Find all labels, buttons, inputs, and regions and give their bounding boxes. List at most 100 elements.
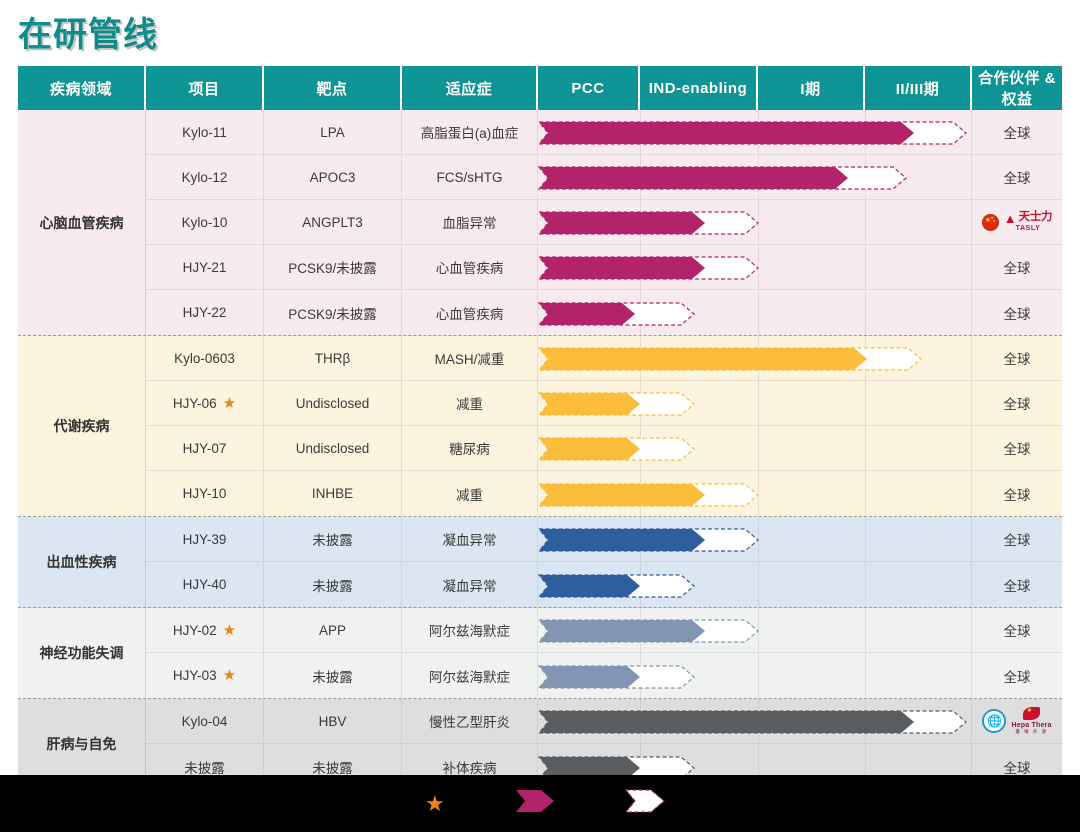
column-header-partner: 合作伙伴 & 权益 bbox=[972, 66, 1062, 110]
program-cell: Kylo-11 bbox=[146, 110, 264, 154]
partner-cell: 全球 bbox=[972, 471, 1062, 516]
phase-bar-progress bbox=[538, 756, 641, 779]
pipeline-row[interactable]: Kylo-11 LPA 高脂蛋白(a)血症 全球 bbox=[146, 110, 1062, 155]
pipeline-row[interactable]: Kylo-12 APOC3 FCS/sHTG 全球 bbox=[146, 155, 1062, 200]
target-cell: PCSK9/未披露 bbox=[264, 245, 402, 289]
section-rows: Kylo-11 LPA 高脂蛋白(a)血症 全球 Kylo-12 APOC3 FCS/sHT… bbox=[146, 110, 1062, 335]
partner-rights-text: 全球 bbox=[1003, 261, 1031, 276]
pipeline-row[interactable]: HJY-07 Undisclosed 糖尿病 全球 bbox=[146, 426, 1062, 471]
phase-progress-lane bbox=[537, 608, 972, 652]
phase-progress-lane bbox=[537, 517, 972, 561]
phase-gridline bbox=[758, 562, 759, 607]
phase-gridline bbox=[865, 200, 866, 244]
pipeline-row[interactable]: HJY-10 INHBE 减重 全球 bbox=[146, 471, 1062, 516]
partner-cell: 全球 bbox=[972, 336, 1062, 380]
program-cell: HJY-21 bbox=[146, 245, 264, 289]
partner-cell: 全球 bbox=[972, 562, 1062, 607]
pipeline-row[interactable]: HJY-21 PCSK9/未披露 心血管疾病 全球 bbox=[146, 245, 1062, 290]
indication-cell: 阿尔兹海默症 bbox=[402, 608, 538, 652]
indication-cell: MASH/减重 bbox=[402, 336, 538, 380]
phase-gridline bbox=[865, 471, 866, 516]
phase-progress-lane bbox=[537, 290, 972, 335]
phase-bar-progress bbox=[538, 665, 641, 688]
pipeline-row[interactable]: HJY-22 PCSK9/未披露 心血管疾病 全球 bbox=[146, 290, 1062, 335]
pipeline-row[interactable]: HJY-06 ★ Undisclosed 减重 全球 bbox=[146, 381, 1062, 426]
program-cell: HJY-07 bbox=[146, 426, 264, 470]
legend-dashed-arrow-item bbox=[624, 789, 665, 818]
pipeline-row[interactable]: HJY-02 ★ APP 阿尔兹海默症 全球 bbox=[146, 608, 1062, 653]
partner-cell: 全球 bbox=[972, 110, 1062, 154]
partner-rights-text: 全球 bbox=[1003, 306, 1031, 322]
tasly-mark-icon: ▲ bbox=[1003, 210, 1017, 226]
legend-dashed-arrow-icon bbox=[624, 789, 665, 818]
target-cell: Undisclosed bbox=[264, 381, 402, 425]
program-name: Kylo-0603 bbox=[174, 350, 235, 366]
phase-progress-lane bbox=[537, 245, 972, 289]
partner-cell: ★ ★ ★ ▲ 天士力 TASLY bbox=[972, 200, 1062, 244]
disease-area-label: 代谢疾病 bbox=[18, 336, 146, 516]
indication-cell: 慢性乙型肝炎 bbox=[402, 699, 538, 743]
phase-bar-progress bbox=[538, 710, 915, 733]
indication-cell: 血脂异常 bbox=[402, 200, 538, 244]
phase-progress-lane bbox=[537, 336, 972, 380]
indication-cell: 阿尔兹海默症 bbox=[402, 653, 538, 698]
phase-bar-progress bbox=[538, 574, 641, 597]
hepathera-leaf-icon bbox=[1023, 707, 1040, 721]
program-name: HJY-21 bbox=[182, 259, 227, 275]
column-header-indication: 适应症 bbox=[402, 66, 538, 110]
pipeline-row[interactable]: Kylo-0603 THRβ MASH/减重 全球 bbox=[146, 336, 1062, 381]
hepathera-name-cn: 臺 曜 外 源 bbox=[1015, 729, 1048, 735]
table-header-row: 疾病领域 项目 靶点 适应症 PCC IND-enabling I期 II/II… bbox=[18, 66, 1062, 110]
phase-gridline bbox=[865, 653, 866, 698]
legend-footer: ★ bbox=[0, 775, 1080, 832]
partner-cell: 全球 bbox=[972, 381, 1062, 425]
phase-progress-lane bbox=[537, 744, 972, 789]
partner-rights-text: 全球 bbox=[1003, 760, 1031, 776]
phase-gridline bbox=[758, 608, 759, 652]
indication-cell: FCS/sHTG bbox=[402, 155, 538, 199]
partner-logo-tasly: ★ ★ ★ ▲ 天士力 TASLY bbox=[981, 210, 1053, 232]
phase-bar-progress bbox=[538, 483, 706, 506]
partner-rights-text: 全球 bbox=[1003, 533, 1031, 548]
table-body: 心脑血管疾病 Kylo-11 LPA 高脂蛋白(a)血症 全球 Kylo-12 APOC3 F… bbox=[18, 110, 1062, 789]
phase-gridline bbox=[865, 608, 866, 652]
phase-progress-lane bbox=[537, 381, 972, 425]
china-flag-icon: ★ ★ ★ bbox=[981, 213, 999, 231]
indication-cell: 高脂蛋白(a)血症 bbox=[402, 110, 538, 154]
program-name: HJY-22 bbox=[182, 305, 227, 320]
partner-rights-text: 全球 bbox=[1003, 352, 1031, 367]
phase-bar-progress bbox=[538, 121, 915, 144]
pipeline-row[interactable]: HJY-40 未披露 凝血异常 全球 bbox=[146, 562, 1062, 607]
phase-gridline bbox=[865, 290, 866, 335]
pipeline-row[interactable]: HJY-39 未披露 凝血异常 全球 bbox=[146, 517, 1062, 562]
highlight-star-icon: ★ bbox=[222, 667, 237, 684]
partner-cell: 全球 bbox=[972, 155, 1062, 199]
pipeline-row[interactable]: 未披露 未披露 补体疾病 全球 bbox=[146, 744, 1062, 789]
partner-cell: 全球 bbox=[972, 608, 1062, 652]
program-name: 未披露 bbox=[184, 760, 225, 776]
program-cell: HJY-39 bbox=[146, 517, 264, 561]
phase-gridline bbox=[758, 290, 759, 335]
partner-cell: 全球 bbox=[972, 426, 1062, 470]
program-cell: Kylo-10 bbox=[146, 200, 264, 244]
disease-area-label: 出血性疾病 bbox=[18, 517, 146, 607]
phase-gridline bbox=[758, 381, 759, 425]
hepathera-name-en: Hepa Thera bbox=[1011, 722, 1052, 730]
target-cell: PCSK9/未披露 bbox=[264, 290, 402, 335]
program-cell: Kylo-04 bbox=[146, 699, 264, 743]
phase-gridline bbox=[758, 245, 759, 289]
phase-progress-lane bbox=[537, 426, 972, 470]
partner-rights-text: 全球 bbox=[1003, 397, 1031, 412]
pipeline-row[interactable]: HJY-03 ★ 未披露 阿尔兹海默症 全球 bbox=[146, 653, 1062, 698]
partner-rights-text: 全球 bbox=[1003, 624, 1031, 639]
phase-bar-progress bbox=[538, 256, 706, 279]
pipeline-row[interactable]: Kylo-10 ANGPLT3 血脂异常 ★ ★ ★ ▲ 天士力 TASLY bbox=[146, 200, 1062, 245]
disease-area-label: 神经功能失调 bbox=[18, 608, 146, 698]
target-cell: ANGPLT3 bbox=[264, 200, 402, 244]
disease-area-label: 肝病与自免 bbox=[18, 699, 146, 789]
